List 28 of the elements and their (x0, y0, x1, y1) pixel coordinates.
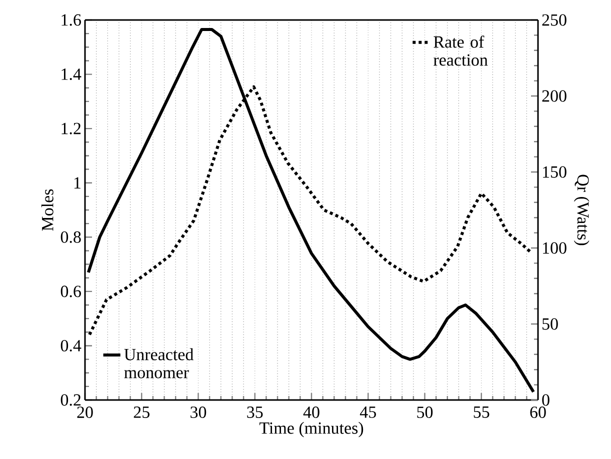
y-tick-label: 0.6 (60, 286, 81, 298)
x-axis-title: Time (minutes) (259, 422, 364, 438)
x-tick-label: 55 (474, 406, 490, 418)
y2-tick-label: 200 (542, 90, 566, 102)
x-tick-label: 20 (77, 406, 93, 418)
y2-tick-label: 50 (542, 318, 558, 330)
y-tick-label: 0.4 (60, 340, 82, 352)
legend-label: Unreacted monomer (124, 348, 194, 378)
y-tick-label: 1.6 (62, 14, 81, 26)
y-tick-label: 1 (74, 177, 80, 188)
y2-tick-label: 100 (543, 242, 566, 254)
y-tick-label: 0.8 (60, 231, 81, 243)
y-axis-title: Moles (41, 189, 54, 231)
y-tick-label: 1.4 (62, 68, 82, 80)
y-tick-label: 1.2 (62, 122, 81, 134)
x-tick-label: 35 (247, 406, 263, 418)
x-tick-label: 40 (303, 406, 320, 418)
x-tick-label: 45 (360, 406, 376, 418)
x-tick-label: 60 (530, 406, 546, 418)
y-tick-label: 0.2 (60, 394, 81, 406)
x-tick-label: 50 (417, 406, 433, 418)
y2-tick-label: 250 (542, 14, 566, 26)
x-tick-label: 25 (134, 406, 150, 418)
y2-tick-label: 150 (543, 166, 566, 178)
legend-label: Rate of reaction (434, 36, 488, 66)
x-tick-label: 30 (190, 406, 206, 418)
y2-axis-title: Qr (Watts) (574, 174, 590, 246)
y2-tick-label: 0 (542, 394, 550, 406)
